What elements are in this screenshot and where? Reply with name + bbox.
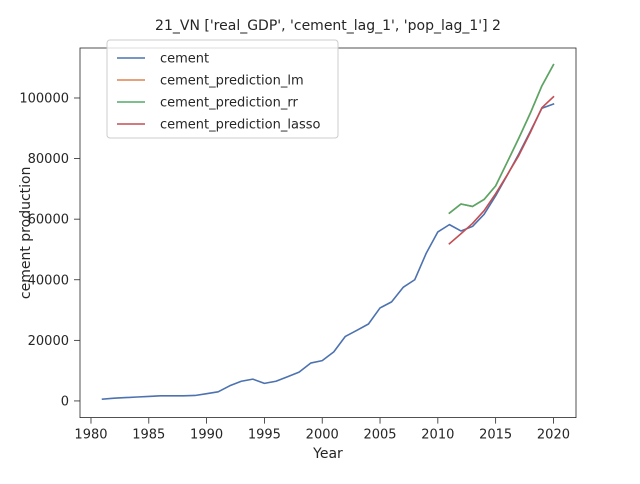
y-tick-label: 80000	[28, 152, 69, 167]
y-tick-label: 100000	[19, 91, 69, 106]
y-tick-label: 20000	[28, 334, 69, 349]
x-axis-ticks: 1980 1985 1990 1995 2000 2005 2010 2015 2020	[74, 417, 570, 443]
series-layer	[101, 63, 555, 400]
legend-label: cement	[160, 52, 209, 67]
y-tick-label: 60000	[28, 213, 69, 228]
x-tick-label: 1980	[74, 428, 107, 443]
x-tick-label: 2015	[479, 428, 512, 443]
series-line-cement	[101, 103, 555, 400]
legend-label: cement_prediction_rr	[160, 96, 298, 111]
x-tick-label: 1990	[190, 428, 223, 443]
x-tick-label: 2020	[537, 428, 570, 443]
x-tick-label: 2000	[306, 428, 339, 443]
x-tick-label: 1995	[248, 428, 281, 443]
legend-items: cement cement_prediction_lm cement_predict…	[117, 52, 320, 133]
x-tick-label: 2005	[363, 428, 396, 443]
chart-title: 21_VN ['real_GDP', 'cement_lag_1', 'pop_…	[155, 18, 501, 34]
y-tick-label: 40000	[28, 273, 69, 288]
x-tick-label: 1985	[132, 428, 165, 443]
y-axis-ticks: 0 20000 40000 60000 80000 100000	[19, 91, 80, 409]
series-line-cement-prediction-lasso	[448, 95, 555, 245]
y-tick-label: 0	[61, 394, 69, 409]
y-axis-label: cement production	[18, 167, 34, 300]
legend: cement cement_prediction_lm cement_predict…	[106, 39, 339, 139]
legend-label: cement_prediction_lasso	[160, 118, 320, 133]
legend-label: cement_prediction_lm	[160, 74, 304, 89]
x-axis-label: Year	[312, 446, 343, 462]
x-tick-label: 2010	[421, 428, 454, 443]
legend-box	[106, 39, 339, 139]
series-line-cement-prediction-rr	[448, 63, 555, 215]
